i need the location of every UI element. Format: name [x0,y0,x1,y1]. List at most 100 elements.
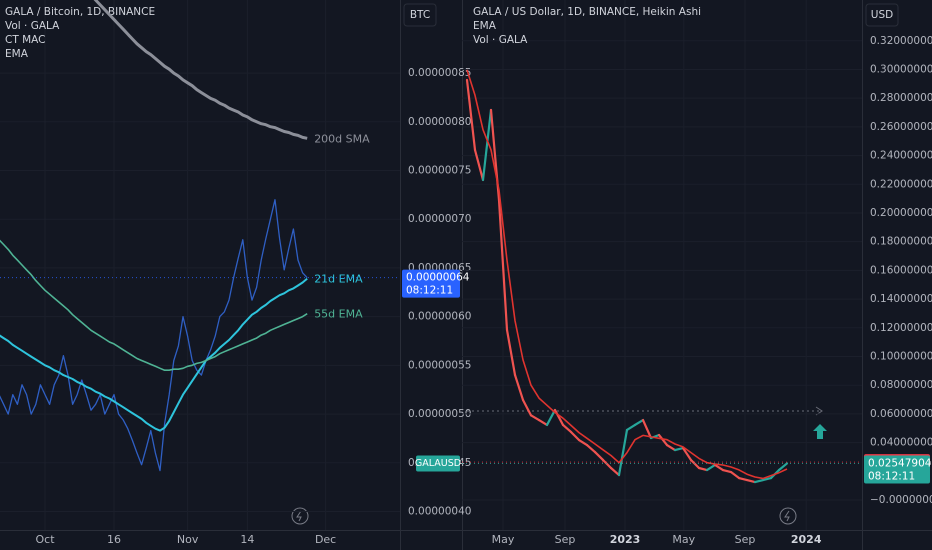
x-tick-label: May [492,533,515,546]
x-tick-label: Dec [315,533,336,546]
up-arrow-icon[interactable] [813,424,827,439]
price-segment [673,446,685,452]
series-line [0,239,308,371]
y-tick-label: 0.30000000 [870,63,932,75]
axis-unit-box [403,3,437,27]
series-label: 21d EMA [314,273,363,286]
x-tick-label: May [672,533,695,546]
indicator-legend: CT MAC [5,34,45,46]
series-line [0,199,308,472]
series [0,277,308,432]
price-label-box [402,269,460,298]
price-segment [465,78,477,152]
x-tick-label: Sep [555,533,576,546]
y-tick-label: 0.00000055 [408,359,471,371]
price-segment [705,463,717,472]
price-segment [537,418,549,427]
price-segment [545,408,557,427]
price-segment [529,414,541,422]
axis-unit: BTC [410,9,430,21]
x-tick-label: Nov [177,533,199,546]
x-tick-label: Sep [735,533,756,546]
x-tick-label: 16 [107,533,121,546]
series-line [0,277,308,432]
x-tick-label: 2023 [610,533,641,546]
price-segment [689,458,701,470]
replay-icon[interactable] [779,507,797,525]
countdown: 08:12:11 [406,285,453,297]
price-segment [593,450,605,462]
price-segment [569,430,581,442]
x-tick-label: 2024 [791,533,822,546]
price-segment [505,328,517,377]
price-segment [737,476,749,482]
series-label: 200d SMA [314,132,370,145]
price-segment [481,108,493,182]
y-tick-label: 0.10000000 [870,350,932,362]
y-tick-label: 0.26000000 [870,121,932,133]
price-segment [777,462,789,472]
chart-title: GALA / US Dollar, 1D, BINANCE, Heikin As… [473,6,701,18]
price-segment [617,428,629,477]
x-tick-label: Oct [35,533,55,546]
countdown: 08:12:11 [868,470,915,482]
y-tick-label: 0.00000085 [408,67,471,79]
price-segment [641,418,653,440]
x-tick-label: 14 [240,533,254,546]
price-segment [753,478,765,484]
axis-unit-box [865,3,899,27]
y-tick-label: 0.04000000 [870,437,932,449]
y-tick-label: 0.00000040 [408,505,471,517]
price-segment [497,198,509,332]
y-tick-label: 0.32000000 [870,35,932,47]
replay-icon[interactable] [291,507,309,525]
price-segment [761,476,773,482]
indicator-legend: EMA [473,20,497,32]
price-segment [665,443,677,452]
y-tick-label: 0.00000075 [408,164,471,176]
price-segment [585,443,597,454]
y-tick-label: 0.14000000 [870,293,932,305]
y-tick-label: 0.00000050 [408,408,471,420]
y-tick-label: 0.06000000 [870,408,932,420]
price-label: 0.02547904 [868,457,932,469]
price-label: 0.00000064 [406,272,470,284]
price-segment [473,148,485,182]
series [0,239,308,371]
price-segment [577,438,589,447]
series [466,69,788,480]
y-tick-label: 0.18000000 [870,236,932,248]
y-tick-label: 0.00000070 [408,213,471,225]
y-tick-label: 0.00000060 [408,311,471,323]
indicator-legend: EMA [5,48,29,60]
series [93,0,308,140]
y-tick-label: 0.12000000 [870,322,932,334]
price-label-box [864,455,930,484]
symbol-box [416,455,460,472]
price-segment [657,433,669,447]
price-segment [601,458,613,470]
series-line [466,69,788,480]
price-segment [681,446,693,462]
axis-unit: USD [871,9,893,21]
series-label: 55d EMA [314,308,363,321]
price-segment [521,398,533,417]
indicator-legend: Vol · GALA [473,34,528,46]
y-tick-label: 0.08000000 [870,379,932,391]
price-segment [513,373,525,402]
series-line [93,0,308,140]
series [465,78,789,484]
price-segment [561,423,573,434]
chart-title: GALA / Bitcoin, 1D, BINANCE [5,6,155,18]
price-segment [729,470,741,480]
y-tick-label: 0.20000000 [870,207,932,219]
y-tick-label: 0.24000000 [870,150,932,162]
y-tick-label: 0.00000080 [408,116,471,128]
symbol-label: GALAUSD [415,458,461,469]
price-segment [625,423,637,432]
price-segment [721,468,733,474]
